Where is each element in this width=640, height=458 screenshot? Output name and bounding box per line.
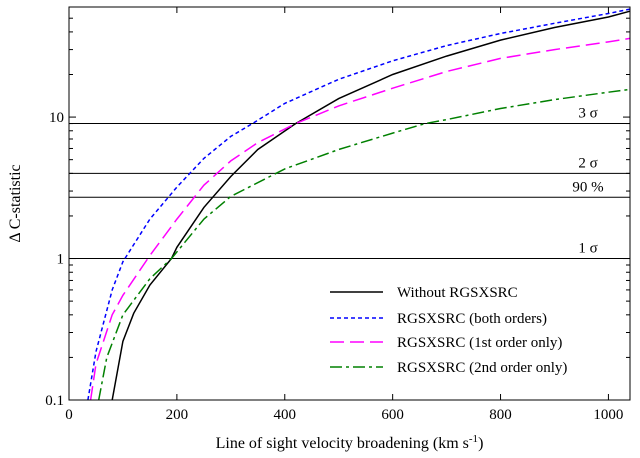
axis-ticks: 0 200 400 600 800 1000 0.1 1 10 — [45, 7, 630, 423]
series-line — [89, 37, 631, 401]
y-tick-label: 10 — [49, 110, 64, 126]
series-line — [111, 10, 631, 401]
y-axis-label: Δ C-statistic — [7, 164, 24, 242]
legend-label: RGSXSRC (both orders) — [397, 311, 547, 327]
reference-line-label: 3 σ — [578, 106, 597, 122]
reference-line-label: 2 σ — [578, 155, 597, 171]
reference-lines: 1 σ 90 % 2 σ 3 σ — [69, 106, 630, 260]
x-tick-label: 1000 — [593, 407, 623, 423]
x-tick-label: 800 — [489, 407, 512, 423]
reference-line-label: 90 % — [572, 179, 603, 195]
legend-label: RGSXSRC (2nd order only) — [397, 360, 567, 376]
y-tick-label: 0.1 — [45, 393, 64, 409]
legend-label: Without RGSXSRC — [397, 285, 518, 301]
x-tick-label: 600 — [381, 407, 404, 423]
series-lines — [87, 8, 631, 401]
y-tick-label: 1 — [57, 252, 65, 268]
plot-frame — [68, 6, 631, 401]
x-axis-label: Line of sight velocity broadening (km s-… — [216, 433, 484, 452]
legend: Without RGSXSRC RGSXSRC (both orders) RGSX… — [330, 285, 567, 376]
x-tick-label: 0 — [65, 407, 73, 423]
x-tick-label: 400 — [274, 407, 297, 423]
series-line — [87, 8, 631, 401]
reference-line-label: 1 σ — [578, 241, 597, 257]
series-line — [97, 88, 631, 401]
legend-label: RGSXSRC (1st order only) — [397, 335, 562, 351]
x-tick-label: 200 — [166, 407, 189, 423]
